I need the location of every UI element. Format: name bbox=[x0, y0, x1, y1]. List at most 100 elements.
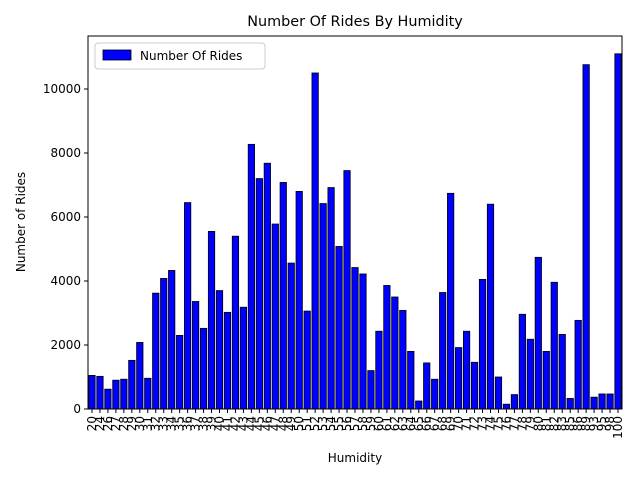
bar bbox=[526, 338, 534, 410]
bar bbox=[431, 378, 439, 410]
x-tick-label: 20 bbox=[85, 416, 99, 431]
x-tick-label: 57 bbox=[348, 416, 362, 431]
bar bbox=[542, 350, 550, 410]
y-tick-label: 4000 bbox=[50, 274, 81, 288]
x-tick-label: 64 bbox=[404, 416, 418, 431]
bar bbox=[255, 178, 263, 410]
bar bbox=[152, 292, 160, 410]
x-tick-label: 62 bbox=[388, 416, 402, 431]
x-tick-label: 67 bbox=[428, 416, 442, 431]
bar bbox=[303, 310, 311, 410]
bar bbox=[287, 262, 295, 410]
bar bbox=[160, 278, 168, 410]
x-tick-label: 75 bbox=[491, 416, 505, 431]
x-tick-label: 69 bbox=[444, 416, 458, 431]
x-tick-label: 54 bbox=[324, 416, 338, 431]
x-tick-label: 39 bbox=[205, 416, 219, 431]
bar bbox=[104, 388, 112, 410]
bar bbox=[439, 292, 447, 410]
bar bbox=[263, 162, 271, 410]
y-tick-label: 0 bbox=[73, 402, 81, 416]
bar bbox=[494, 376, 503, 410]
bar bbox=[327, 187, 335, 410]
bar bbox=[574, 319, 582, 410]
bar bbox=[192, 301, 200, 410]
legend-label: Number Of Rides bbox=[140, 49, 242, 63]
bar bbox=[462, 330, 471, 410]
x-tick-label: 70 bbox=[452, 416, 466, 431]
x-tick-label: 47 bbox=[268, 416, 282, 431]
legend-swatch bbox=[102, 49, 132, 61]
bar bbox=[199, 327, 208, 410]
bar bbox=[239, 306, 248, 410]
bar bbox=[247, 143, 255, 410]
x-tick-label: 34 bbox=[165, 416, 179, 431]
x-tick-label: 65 bbox=[412, 416, 426, 431]
bar bbox=[207, 230, 216, 410]
legend: Number Of Rides bbox=[94, 42, 266, 70]
bar bbox=[486, 203, 495, 410]
x-tick-label: 27 bbox=[109, 416, 123, 431]
bar bbox=[375, 330, 383, 410]
x-axis-label: Humidity bbox=[328, 451, 382, 465]
x-tick-label: 31 bbox=[141, 416, 155, 431]
bar bbox=[534, 256, 542, 410]
x-tick-label: 60 bbox=[372, 416, 386, 431]
x-tick-label: 43 bbox=[236, 416, 250, 431]
x-tick-label: 72 bbox=[468, 416, 482, 431]
x-tick-label: 49 bbox=[284, 416, 298, 431]
bar bbox=[566, 398, 574, 410]
x-tick-label: 59 bbox=[364, 416, 378, 431]
x-tick-label: 95 bbox=[595, 416, 609, 431]
x-tick-label: 82 bbox=[547, 416, 561, 431]
bar bbox=[510, 394, 518, 410]
bar bbox=[223, 311, 232, 410]
bar bbox=[351, 267, 359, 410]
x-tick-label: 24 bbox=[93, 416, 107, 431]
bar bbox=[550, 281, 558, 410]
x-tick-label: 26 bbox=[101, 416, 115, 431]
bar bbox=[168, 270, 176, 410]
bar bbox=[447, 192, 455, 410]
x-tick-label: 73 bbox=[476, 416, 490, 431]
x-tick-label: 77 bbox=[507, 416, 521, 431]
x-tick-label: 44 bbox=[244, 416, 258, 431]
x-tick-label: 42 bbox=[228, 416, 242, 431]
x-tick-label: 81 bbox=[539, 416, 553, 431]
bar bbox=[144, 377, 152, 410]
x-tick-label: 30 bbox=[133, 416, 147, 431]
bar bbox=[470, 361, 479, 410]
bar bbox=[112, 379, 120, 410]
bar bbox=[120, 378, 128, 410]
x-tick-label: 98 bbox=[603, 416, 617, 431]
x-tick-label: 68 bbox=[436, 416, 450, 431]
x-tick-label: 46 bbox=[260, 416, 274, 431]
x-tick-label: 28 bbox=[117, 416, 131, 431]
plot-frame bbox=[87, 35, 623, 410]
bar bbox=[279, 182, 287, 410]
x-tick-label: 36 bbox=[181, 416, 195, 431]
x-tick-label: 78 bbox=[515, 416, 529, 431]
bar bbox=[455, 347, 463, 410]
x-tick-label: 86 bbox=[571, 416, 585, 431]
x-tick-label: 100 bbox=[611, 416, 625, 439]
bar bbox=[176, 334, 184, 410]
x-tick-label: 56 bbox=[340, 416, 354, 431]
bar bbox=[502, 403, 511, 410]
bar bbox=[383, 285, 391, 410]
y-tick-label: 2000 bbox=[50, 338, 81, 352]
x-tick-label: 80 bbox=[531, 416, 545, 431]
bar bbox=[311, 72, 319, 410]
x-tick-label: 66 bbox=[420, 416, 434, 431]
bar bbox=[582, 64, 590, 410]
x-tick-label: 83 bbox=[555, 416, 569, 431]
bar bbox=[319, 203, 327, 410]
x-tick-label: 45 bbox=[252, 416, 266, 431]
bar bbox=[478, 278, 487, 410]
x-tick-label: 63 bbox=[396, 416, 410, 431]
bar bbox=[606, 393, 614, 410]
bar bbox=[558, 334, 566, 410]
y-tick-label: 6000 bbox=[50, 210, 81, 224]
bar bbox=[367, 370, 375, 410]
